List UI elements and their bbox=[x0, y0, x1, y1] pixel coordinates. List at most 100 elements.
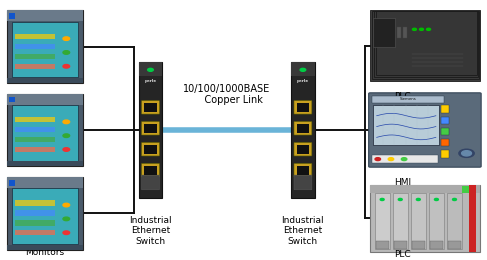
FancyBboxPatch shape bbox=[369, 93, 481, 167]
Bar bbox=[15, 44, 55, 49]
Circle shape bbox=[63, 217, 70, 221]
FancyBboxPatch shape bbox=[142, 175, 159, 190]
Bar bbox=[297, 103, 309, 112]
Bar bbox=[412, 241, 425, 249]
Bar bbox=[297, 124, 309, 133]
Text: Siemens: Siemens bbox=[400, 98, 417, 101]
Bar bbox=[144, 166, 157, 175]
Circle shape bbox=[300, 68, 306, 71]
Circle shape bbox=[63, 37, 70, 40]
Circle shape bbox=[459, 149, 474, 157]
Bar bbox=[411, 193, 426, 249]
Text: perle: perle bbox=[297, 79, 309, 83]
Bar bbox=[462, 186, 468, 193]
Bar bbox=[441, 150, 449, 158]
Bar bbox=[448, 241, 461, 249]
Bar bbox=[373, 18, 395, 47]
Circle shape bbox=[63, 120, 70, 124]
Bar bbox=[372, 11, 479, 79]
FancyBboxPatch shape bbox=[294, 142, 312, 156]
Bar bbox=[15, 137, 55, 142]
Bar bbox=[370, 185, 480, 193]
Bar bbox=[15, 200, 55, 206]
FancyBboxPatch shape bbox=[294, 101, 312, 114]
Bar bbox=[393, 241, 407, 249]
Bar bbox=[144, 145, 157, 154]
Circle shape bbox=[427, 28, 431, 30]
Bar bbox=[372, 155, 438, 164]
Bar bbox=[12, 105, 78, 161]
Bar bbox=[15, 127, 55, 132]
Bar bbox=[12, 22, 78, 77]
Bar bbox=[7, 10, 83, 21]
Bar bbox=[291, 62, 315, 198]
Bar bbox=[15, 220, 55, 225]
Bar bbox=[441, 116, 449, 124]
Bar bbox=[139, 62, 162, 198]
Bar bbox=[9, 13, 15, 19]
Circle shape bbox=[419, 28, 424, 30]
Circle shape bbox=[63, 148, 70, 151]
Bar bbox=[15, 147, 55, 152]
Circle shape bbox=[63, 51, 70, 54]
FancyBboxPatch shape bbox=[142, 122, 159, 135]
Bar bbox=[7, 177, 83, 250]
Bar bbox=[430, 241, 443, 249]
Text: HMI: HMI bbox=[394, 178, 412, 187]
Text: Monitors: Monitors bbox=[25, 248, 64, 257]
Bar bbox=[441, 105, 449, 113]
Circle shape bbox=[388, 158, 393, 161]
FancyBboxPatch shape bbox=[294, 164, 312, 177]
Bar bbox=[297, 145, 309, 154]
Circle shape bbox=[452, 198, 456, 200]
FancyBboxPatch shape bbox=[142, 164, 159, 177]
Bar bbox=[397, 27, 401, 38]
Bar bbox=[7, 94, 83, 105]
Text: Industrial
Ethernet
Switch: Industrial Ethernet Switch bbox=[129, 216, 172, 246]
FancyBboxPatch shape bbox=[142, 142, 159, 156]
Bar bbox=[144, 124, 157, 133]
Bar bbox=[9, 180, 15, 186]
Bar bbox=[12, 188, 78, 244]
Bar bbox=[7, 10, 83, 83]
Bar bbox=[447, 193, 462, 249]
Text: PLC: PLC bbox=[394, 250, 411, 259]
Bar bbox=[403, 27, 408, 38]
Circle shape bbox=[148, 68, 153, 71]
Bar bbox=[374, 105, 439, 145]
Bar bbox=[139, 62, 162, 76]
Circle shape bbox=[63, 134, 70, 138]
Circle shape bbox=[63, 203, 70, 207]
Circle shape bbox=[412, 28, 416, 30]
FancyBboxPatch shape bbox=[294, 122, 312, 135]
Bar bbox=[441, 139, 449, 146]
Bar bbox=[15, 210, 55, 216]
Bar bbox=[374, 11, 478, 77]
Bar bbox=[9, 96, 15, 102]
Circle shape bbox=[416, 198, 420, 200]
Circle shape bbox=[434, 198, 438, 200]
FancyBboxPatch shape bbox=[142, 101, 159, 114]
Text: Industrial
Ethernet
Switch: Industrial Ethernet Switch bbox=[281, 216, 324, 246]
Bar bbox=[291, 62, 315, 76]
Bar bbox=[468, 185, 476, 252]
Circle shape bbox=[398, 198, 402, 200]
Bar bbox=[375, 241, 389, 249]
Bar bbox=[7, 161, 83, 166]
Bar bbox=[393, 193, 408, 249]
Text: PLC: PLC bbox=[394, 92, 411, 101]
Bar bbox=[375, 193, 390, 249]
Bar bbox=[7, 244, 83, 250]
Bar bbox=[15, 117, 55, 122]
Bar bbox=[441, 128, 449, 135]
Circle shape bbox=[375, 158, 380, 161]
Bar bbox=[15, 230, 55, 236]
Bar bbox=[7, 78, 83, 83]
Bar bbox=[15, 63, 55, 69]
Bar bbox=[7, 177, 83, 188]
Bar bbox=[429, 193, 444, 249]
Circle shape bbox=[63, 231, 70, 235]
Bar bbox=[370, 10, 480, 81]
Circle shape bbox=[380, 198, 384, 200]
Text: 10/100/1000BASE
    Copper Link: 10/100/1000BASE Copper Link bbox=[183, 84, 271, 105]
